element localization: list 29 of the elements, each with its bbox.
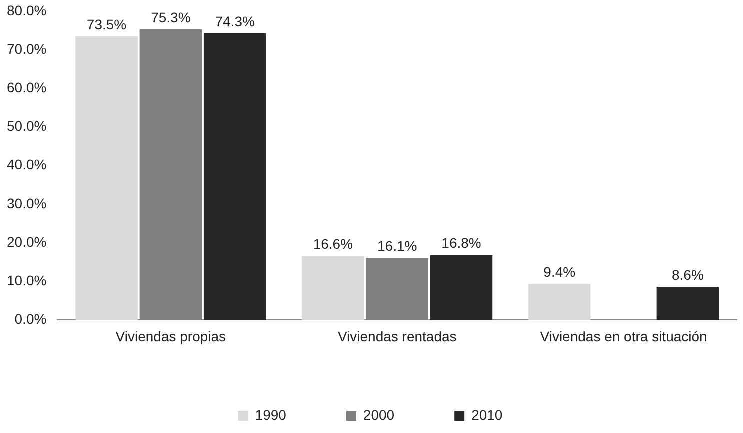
y-tick-label: 30.0% xyxy=(6,195,47,212)
y-tick-label: 80.0% xyxy=(6,2,47,18)
y-tick-label: 60.0% xyxy=(6,79,47,96)
data-label: 74.3% xyxy=(215,13,255,30)
bar xyxy=(204,33,266,320)
x-tick-label: Viviendas rentadas xyxy=(338,328,457,344)
x-tick-label: Viviendas propias xyxy=(116,328,226,344)
bar xyxy=(656,287,720,320)
data-label: 8.6% xyxy=(672,266,704,283)
y-tick-label: 40.0% xyxy=(6,156,47,173)
y-tick-label: 70.0% xyxy=(6,40,47,57)
y-tick-label: 10.0% xyxy=(6,272,47,288)
bar xyxy=(430,255,493,320)
data-label: 73.5% xyxy=(86,16,127,32)
data-label: 9.4% xyxy=(544,264,576,280)
bar xyxy=(76,36,138,320)
y-tick-label: 50.0% xyxy=(6,118,47,134)
data-label: 16.6% xyxy=(313,236,354,252)
y-tick-label: 20.0% xyxy=(6,234,47,250)
data-label: 75.3% xyxy=(151,9,191,26)
data-label: 16.8% xyxy=(442,235,482,252)
legend-label: 2010 xyxy=(472,406,503,423)
bar xyxy=(302,256,364,320)
legend-label: 2000 xyxy=(363,406,395,423)
x-tick-label: Viviendas en otra situación xyxy=(540,328,708,344)
data-label: 16.1% xyxy=(377,238,418,254)
y-tick-label: 0.0% xyxy=(14,311,47,328)
bar xyxy=(528,284,591,320)
legend-label: 1990 xyxy=(255,406,287,423)
